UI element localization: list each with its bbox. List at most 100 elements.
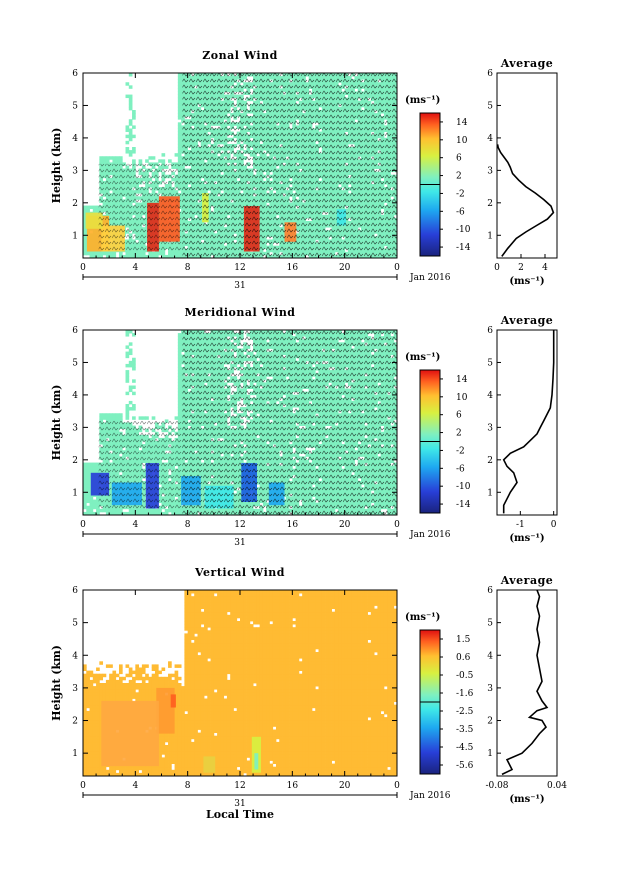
y-tick-label: 3	[72, 423, 78, 433]
profile-unit: (ms⁻¹)	[509, 276, 544, 287]
profile-frame	[496, 329, 558, 516]
x-tick-label: 4	[132, 263, 138, 273]
y-tick-label: 2	[72, 199, 78, 209]
color-patch	[254, 753, 259, 770]
y-tick-label: 1	[72, 231, 78, 241]
colorbar-tick-label: -14	[456, 500, 471, 510]
y-tick-label: 6	[72, 586, 78, 596]
colorbar-tick-label: 2	[456, 429, 462, 439]
x-tick-label: 0	[394, 781, 400, 791]
profile-x-tick-label: -1	[516, 520, 525, 530]
colorbar-tick-label: -5.6	[456, 761, 474, 771]
x-tick-label: 16	[287, 520, 299, 530]
profile-line	[496, 144, 555, 257]
x-tick-label: 8	[185, 520, 191, 530]
colorbar-tick-label: -2.5	[456, 707, 474, 717]
colorbar-tick-label: -3.5	[456, 725, 474, 735]
profile-y-tick-label: 1	[487, 749, 493, 759]
vector-overlay	[182, 73, 397, 258]
colorbar-unit: (ms⁻¹)	[405, 612, 440, 623]
x-tick-label: 0	[80, 781, 86, 791]
x-tick-label: 20	[339, 520, 351, 530]
colorbar-tick-label: 10	[456, 393, 468, 403]
profile-y-tick-label: 2	[487, 717, 493, 727]
x-tick-label: 16	[287, 263, 299, 273]
x-tick-label: 0	[394, 520, 400, 530]
colorbar-tick-label: -1.6	[456, 689, 474, 699]
x-tick-label: 0	[80, 263, 86, 273]
y-tick-label: 4	[72, 134, 78, 144]
colorbar-tick-label: -2	[456, 189, 465, 199]
x-tick-label: 8	[185, 263, 191, 273]
colorbar-tick-label: -2	[456, 446, 465, 456]
profile-y-tick-label: 2	[487, 456, 493, 466]
y-axis-label: Height (km)	[50, 385, 63, 461]
x-tick-label: 20	[339, 781, 351, 791]
profile-y-tick-label: 4	[487, 134, 493, 144]
x-tick-label: 20	[339, 263, 351, 273]
x-tick-label: 8	[185, 781, 191, 791]
date-label: 31	[234, 538, 245, 548]
colorbar-tick-label: -0.5	[456, 671, 474, 681]
colorbar-tick-label: 14	[456, 118, 468, 128]
profile-y-tick-label: 1	[487, 231, 493, 241]
month-label: Jan 2016	[409, 791, 451, 801]
heatmap-field	[83, 590, 398, 777]
profile-unit: (ms⁻¹)	[509, 533, 544, 544]
profile-y-tick-label: 1	[487, 488, 493, 498]
profile-y-tick-label: 3	[487, 684, 493, 694]
x-tick-label: 12	[234, 263, 245, 273]
x-tick-label: 0	[80, 520, 86, 530]
profile-y-tick-label: 2	[487, 199, 493, 209]
y-axis-label: Height (km)	[50, 128, 63, 204]
colorbar-tick-label: 0.6	[456, 653, 471, 663]
color-patch	[101, 700, 159, 767]
y-tick-label: 3	[72, 166, 78, 176]
y-tick-label: 2	[72, 456, 78, 466]
profile-y-tick-label: 5	[487, 619, 493, 629]
vector-overlay	[182, 330, 397, 515]
colorbar-tick-label: -10	[456, 482, 471, 492]
vector-overlay	[98, 420, 183, 509]
profile-y-tick-label: 5	[487, 101, 493, 111]
profile-y-tick-label: 6	[487, 69, 493, 79]
x-tick-label: 12	[234, 781, 245, 791]
y-tick-label: 4	[72, 651, 78, 661]
profile-x-tick-label: -0.08	[485, 781, 508, 791]
colorbar-tick-label: 14	[456, 375, 468, 385]
colorbar-tick-label: -6	[456, 207, 465, 217]
profile-y-tick-label: 5	[487, 358, 493, 368]
x-tick-label: 0	[394, 263, 400, 273]
profile-line	[502, 330, 555, 514]
profile-y-tick-label: 3	[487, 166, 493, 176]
colorbar-tick-label: 10	[456, 136, 468, 146]
x-tick-label: 16	[287, 781, 299, 791]
profile-y-tick-label: 6	[487, 326, 493, 336]
y-tick-label: 5	[72, 101, 78, 111]
profile-unit: (ms⁻¹)	[509, 794, 544, 805]
profile-y-tick-label: 4	[487, 651, 493, 661]
profile-x-tick-label: 0	[494, 263, 500, 273]
colorbar-tick-label: -14	[456, 243, 471, 253]
month-label: Jan 2016	[409, 273, 451, 283]
y-axis-label: Height (km)	[50, 645, 63, 721]
profile-frame	[496, 589, 558, 777]
profile-y-tick-label: 3	[487, 423, 493, 433]
colorbar-tick-label: -4.5	[456, 743, 474, 753]
x-tick-label: 4	[132, 520, 138, 530]
profile-x-tick-label: 0.04	[547, 781, 567, 791]
vector-overlay	[98, 163, 183, 252]
colorbar-tick-label: 6	[456, 154, 462, 164]
month-label: Jan 2016	[409, 530, 451, 540]
color-patch	[170, 694, 176, 708]
colorbar-tick-label: -6	[456, 464, 465, 474]
y-tick-label: 6	[72, 326, 78, 336]
x-axis-label: Local Time	[206, 808, 274, 821]
panel-title: Meridional Wind	[184, 306, 295, 319]
profile-line	[501, 589, 549, 776]
y-tick-label: 5	[72, 619, 78, 629]
profile-title: Average	[500, 314, 554, 327]
profile-frame	[496, 72, 558, 259]
